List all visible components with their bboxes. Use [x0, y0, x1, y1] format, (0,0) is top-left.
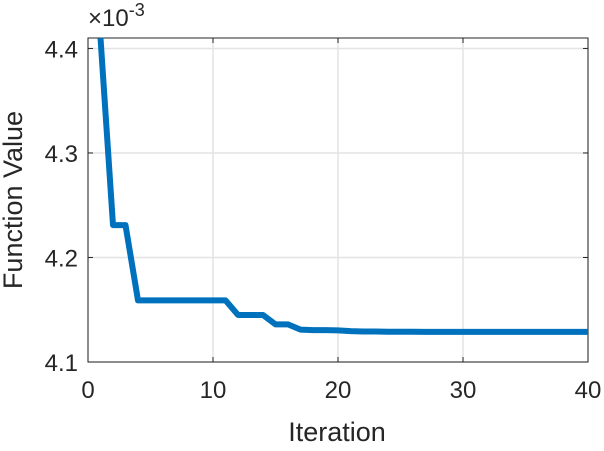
y-exponent-power: -3 — [129, 0, 145, 20]
y-exponent-base: ×10 — [88, 5, 129, 32]
x-tick-label: 40 — [575, 377, 602, 404]
x-tick-label: 10 — [200, 377, 227, 404]
x-tick-label: 0 — [81, 377, 94, 404]
x-tick-labels: 0 10 20 30 40 — [81, 377, 601, 404]
y-tick-label: 4.4 — [45, 36, 78, 63]
y-tick-labels: 4.1 4.2 4.3 4.4 — [45, 36, 78, 377]
grid-lines — [87, 38, 589, 363]
axis-ticks — [87, 38, 589, 363]
y-tick-label: 4.1 — [45, 350, 78, 377]
series-line — [97, 37, 588, 335]
x-tick-label: 20 — [325, 377, 352, 404]
x-tick-label: 30 — [450, 377, 477, 404]
x-axis-label: Iteration — [288, 417, 386, 446]
y-axis-label: Function Value — [0, 111, 28, 289]
y-tick-label: 4.2 — [45, 245, 78, 272]
y-tick-label: 4.3 — [45, 141, 78, 168]
y-axis-exponent: ×10-3 — [88, 0, 145, 32]
